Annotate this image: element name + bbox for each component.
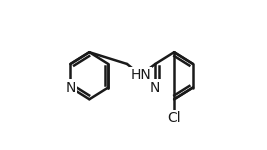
Text: N: N bbox=[65, 81, 76, 94]
Text: HN: HN bbox=[130, 68, 151, 82]
Text: N: N bbox=[150, 81, 160, 94]
Text: Cl: Cl bbox=[167, 111, 181, 125]
